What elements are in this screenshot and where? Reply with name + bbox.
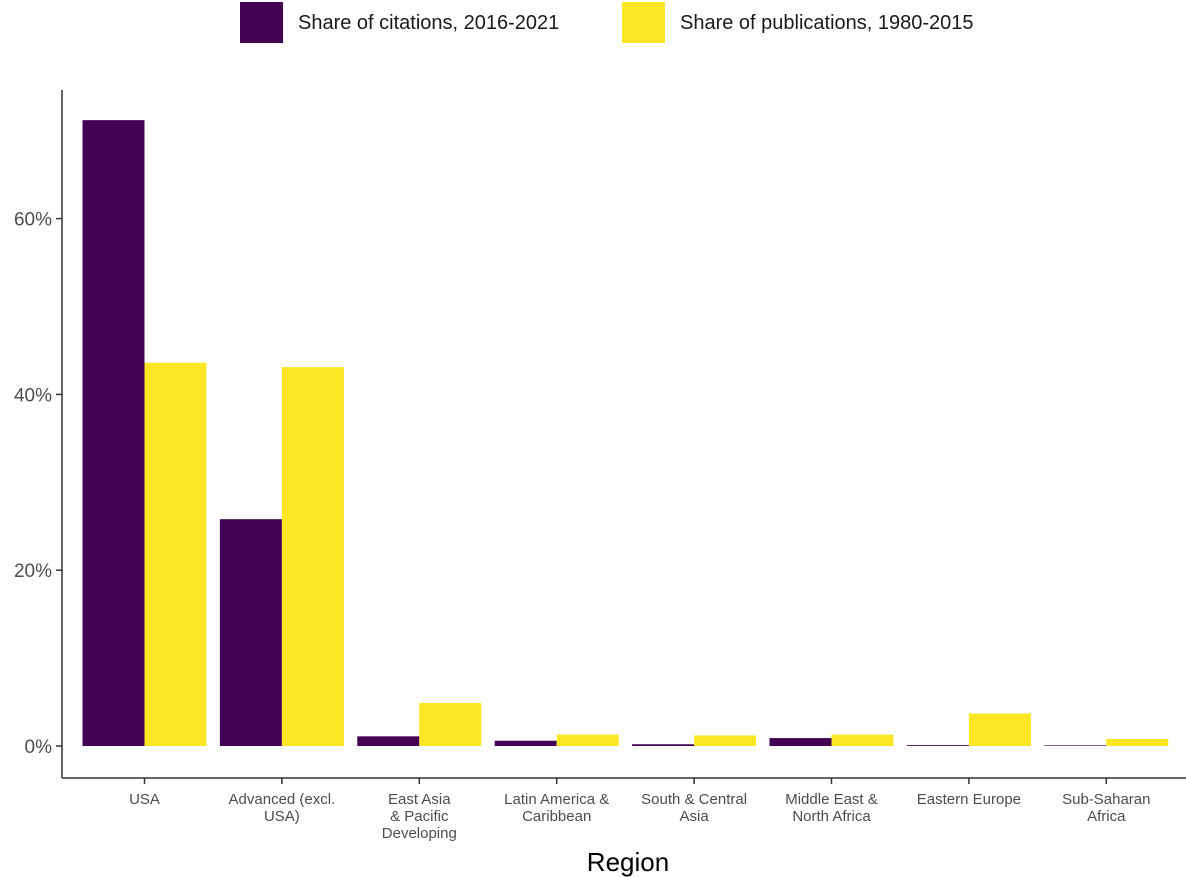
bar-publications-7 — [1106, 738, 1169, 746]
bar-citations-7 — [1044, 745, 1107, 746]
y-ticks: 0% 20% 40% 60% — [14, 210, 62, 758]
x-tick-label: Eastern Europe — [917, 791, 1021, 808]
x-tick-label-line: North Africa — [792, 808, 871, 825]
legend-swatch-1 — [622, 2, 665, 43]
x-tick-label-line: Advanced (excl. — [229, 791, 336, 808]
x-tick-label: Sub-Saharan Africa — [1062, 791, 1150, 825]
x-tick-label: Latin America & Caribbean — [504, 791, 609, 825]
bar-publications-2 — [419, 702, 482, 746]
bar-citations-6 — [906, 745, 969, 746]
y-tick-label: 20% — [14, 561, 52, 582]
bar-publications-1 — [281, 367, 344, 746]
x-tick-label-line: Caribbean — [522, 808, 591, 825]
x-tick-label-line: South & Central — [641, 791, 747, 808]
y-tick-label: 0% — [25, 737, 53, 758]
x-tick-label: South & Central Asia — [641, 791, 747, 825]
bar-publications-6 — [968, 713, 1031, 746]
x-tick-label: USA — [129, 791, 160, 808]
bars — [82, 120, 1169, 747]
y-tick-label: 40% — [14, 385, 52, 406]
x-tick-label-line: Middle East & — [785, 791, 878, 808]
bar-publications-5 — [831, 734, 894, 746]
axes — [61, 90, 1186, 779]
x-tick-label-line: Asia — [680, 808, 710, 825]
x-tick-label: East Asia & Pacific Developing — [382, 791, 457, 842]
legend-label-0: Share of citations, 2016-2021 — [298, 12, 559, 34]
x-axis-title: Region — [587, 847, 669, 877]
bar-citations-1 — [219, 519, 282, 746]
bar-citations-3 — [494, 740, 557, 746]
legend-swatch-0 — [240, 2, 283, 43]
y-tick-label: 60% — [14, 210, 52, 231]
x-ticks: USA Advanced (excl. USA) East Asia & Pacific… — [129, 778, 1151, 842]
x-tick-label: Advanced (excl. USA) — [229, 791, 336, 825]
bar-citations-4 — [632, 744, 695, 746]
x-tick-label-line: East Asia — [388, 791, 451, 808]
bar-publications-4 — [694, 735, 757, 746]
x-tick-label-line: USA) — [264, 808, 300, 825]
x-tick-label-line: USA — [129, 791, 160, 808]
x-tick-label: Middle East & North Africa — [785, 791, 878, 825]
legend: Share of citations, 2016-2021 Share of pu… — [240, 2, 974, 43]
bar-citations-5 — [769, 738, 832, 746]
x-tick-label-line: Latin America & — [504, 791, 609, 808]
x-tick-label-line: Eastern Europe — [917, 791, 1021, 808]
bar-publications-3 — [556, 734, 619, 746]
bar-citations-2 — [357, 736, 420, 746]
bar-citations-0 — [82, 120, 145, 747]
x-tick-label-line: Sub-Saharan — [1062, 791, 1150, 808]
x-tick-label-line: Africa — [1087, 808, 1126, 825]
legend-label-1: Share of publications, 1980-2015 — [680, 12, 974, 34]
x-tick-label-line: Developing — [382, 825, 457, 842]
bar-publications-0 — [144, 362, 207, 746]
x-tick-label-line: & Pacific — [390, 808, 449, 825]
